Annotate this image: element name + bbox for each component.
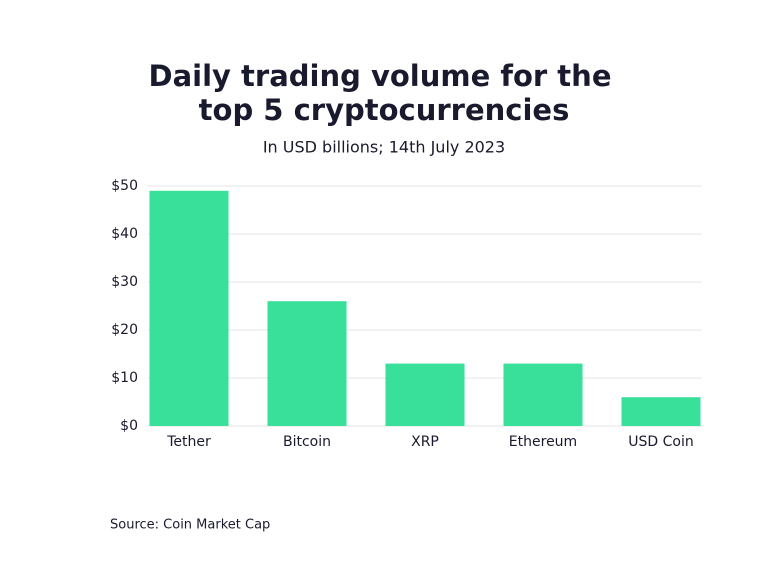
source-note: Source: Coin Market Cap xyxy=(110,518,270,533)
x-tick-label: Bitcoin xyxy=(283,434,331,450)
x-tick-label: Tether xyxy=(166,434,211,450)
bar xyxy=(621,397,701,426)
bar xyxy=(267,301,347,426)
chart-subtitle: In USD billions; 14th July 2023 xyxy=(263,138,505,157)
bar xyxy=(149,190,229,426)
y-tick-label: $30 xyxy=(111,274,138,290)
x-tick-label: USD Coin xyxy=(628,434,693,450)
y-tick-label: $10 xyxy=(111,370,138,386)
y-tick-label: $0 xyxy=(120,418,138,434)
x-tick-label: Ethereum xyxy=(509,434,577,450)
x-tick-label: XRP xyxy=(411,434,439,450)
y-tick-label: $20 xyxy=(111,322,138,338)
bar xyxy=(503,363,583,426)
y-tick-label: $50 xyxy=(111,178,138,194)
y-tick-label: $40 xyxy=(111,226,138,242)
bar xyxy=(385,363,465,426)
chart-title: Daily trading volume for the xyxy=(149,59,612,93)
chart-title: top 5 cryptocurrencies xyxy=(199,93,570,127)
